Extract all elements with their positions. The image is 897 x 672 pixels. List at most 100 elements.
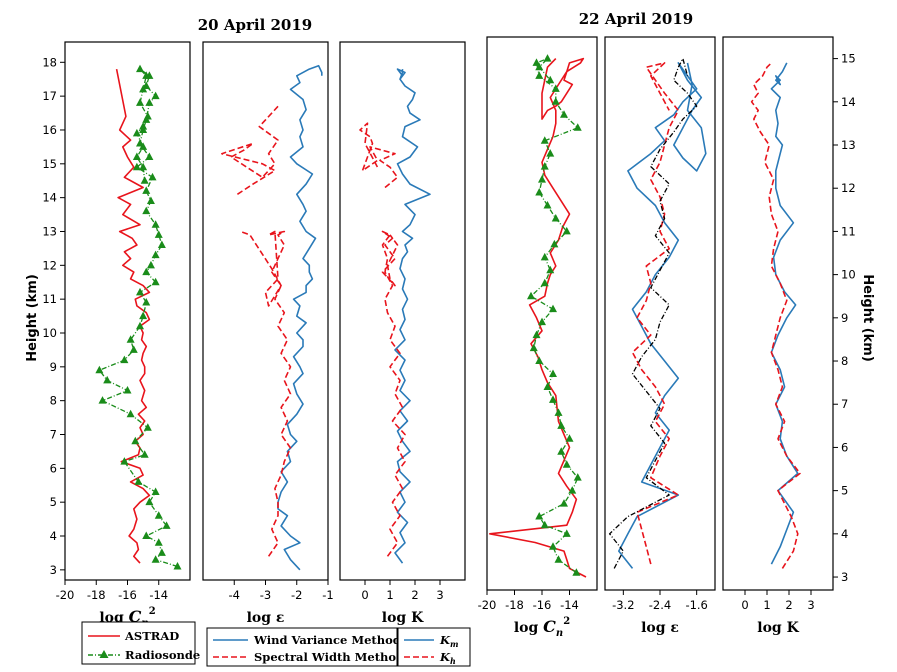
marker-left-cn2 (136, 98, 144, 106)
xtick-label: -14 (149, 588, 168, 602)
marker-right-cn2 (540, 278, 549, 287)
xtick-label: 2 (411, 588, 418, 602)
marker-left-cn2 (145, 497, 154, 506)
series-right-eps-2 (608, 57, 698, 569)
xlabel-left-eps: log ε (247, 610, 285, 626)
xtick-label: -16 (533, 598, 552, 612)
marker-right-cn2 (546, 149, 555, 157)
ytick-label: 4 (50, 529, 57, 543)
legend-k: Km Kh (397, 627, 471, 667)
marker-left-cn2 (142, 206, 151, 215)
marker-left-cn2 (131, 436, 140, 445)
marker-right-cn2 (535, 512, 544, 520)
series-left-cn2-0 (115, 68, 151, 564)
marker-right-cn2 (549, 304, 557, 313)
ytick-label: 14 (841, 95, 856, 109)
marker-left-cn2 (132, 162, 141, 171)
legend-triangle-marker (99, 650, 109, 658)
marker-right-cn2 (529, 343, 538, 352)
series-left-eps-2 (221, 105, 279, 195)
marker-right-cn2 (551, 84, 560, 92)
marker-left-cn2 (123, 386, 132, 394)
marker-left-cn2 (146, 260, 155, 269)
xtick-label: -1 (322, 588, 333, 602)
axes-frame-right-cn2 (486, 36, 598, 591)
marker-left-cn2 (143, 423, 152, 431)
marker-right-cn2 (557, 447, 566, 455)
ytick-label: 8 (841, 354, 848, 368)
marker-left-cn2 (136, 287, 144, 296)
marker-right-cn2 (532, 330, 541, 339)
ytick-label: 9 (50, 360, 57, 374)
marker-right-cn2 (527, 291, 535, 300)
legend-spectral-width: Spectral Width Method (254, 650, 404, 664)
marker-right-cn2 (535, 71, 544, 79)
marker-left-cn2 (145, 98, 154, 106)
marker-right-cn2 (540, 136, 549, 144)
series-right-cn2-1 (530, 57, 579, 574)
marker-left-cn2 (140, 176, 149, 184)
xlabel-right-eps: log ε (641, 620, 679, 636)
legend-wind-variance: Wind Variance Method (253, 633, 401, 647)
xtick-label: -2 (291, 588, 302, 602)
series-left-k-0 (394, 68, 431, 564)
ytick-label: 3 (841, 570, 848, 584)
marker-left-cn2 (146, 196, 155, 205)
series-right-eps-0 (617, 62, 707, 569)
marker-right-cn2 (554, 555, 563, 563)
marker-left-cn2 (143, 111, 152, 120)
ytick-label: 8 (50, 394, 57, 408)
xtick-label: 1 (763, 598, 770, 612)
xtick-label: -4 (229, 588, 240, 602)
panels: -20 -18 -16 -143456789101112131415161718log… (42, 36, 856, 639)
marker-right-cn2 (573, 473, 582, 481)
marker-right-cn2 (532, 58, 541, 66)
marker-right-cn2 (560, 110, 568, 118)
marker-left-cn2 (151, 250, 160, 259)
ytick-label: 5 (50, 495, 57, 509)
ytick-label: 7 (841, 397, 848, 411)
marker-left-cn2 (142, 267, 151, 276)
title-20-april: 20 April 2019 (198, 16, 313, 34)
marker-left-cn2 (151, 277, 160, 286)
marker-left-cn2 (136, 321, 144, 330)
xtick-label: 0 (741, 598, 748, 612)
ytick-label: 13 (841, 138, 856, 152)
marker-right-cn2 (538, 175, 546, 183)
marker-right-cn2 (543, 382, 552, 390)
marker-left-cn2 (139, 311, 148, 320)
ytick-label: 9 (841, 311, 848, 325)
panel-left-eps: -4 -3 -2 -1 log ε (202, 41, 334, 626)
marker-left-cn2 (154, 511, 163, 519)
ytick-label: 7 (50, 428, 57, 442)
marker-right-cn2 (543, 54, 552, 62)
marker-right-cn2 (557, 421, 566, 429)
series-left-eps-1 (240, 230, 292, 557)
marker-left-cn2 (145, 152, 154, 161)
marker-left-cn2 (173, 561, 182, 570)
marker-left-cn2 (157, 240, 166, 249)
marker-right-cn2 (540, 520, 549, 529)
series-left-k-1 (381, 230, 406, 557)
xlabel-right-k: log K (757, 620, 799, 636)
panel-right-eps: -3.2 -2.4 -1.6 log ε (604, 36, 716, 636)
xtick-label: 1 (386, 588, 393, 602)
marker-left-cn2 (139, 84, 148, 93)
marker-left-cn2 (139, 122, 148, 130)
marker-left-cn2 (126, 335, 135, 343)
legend-astrad: ASTRAD (124, 629, 179, 643)
xtick-label: -2.4 (649, 598, 671, 612)
series-left-eps-0 (277, 64, 323, 571)
marker-right-cn2 (535, 62, 544, 71)
ytick-label: 14 (42, 191, 57, 205)
xtick-label: -20 (56, 588, 75, 602)
marker-right-cn2 (573, 123, 582, 131)
ytick-label: 10 (42, 326, 57, 340)
marker-right-cn2 (540, 162, 549, 170)
marker-left-cn2 (129, 345, 138, 353)
marker-left-cn2 (154, 230, 163, 238)
marker-left-cn2 (120, 457, 129, 465)
marker-left-cn2 (132, 152, 141, 161)
series-right-cn2-0 (488, 57, 587, 578)
